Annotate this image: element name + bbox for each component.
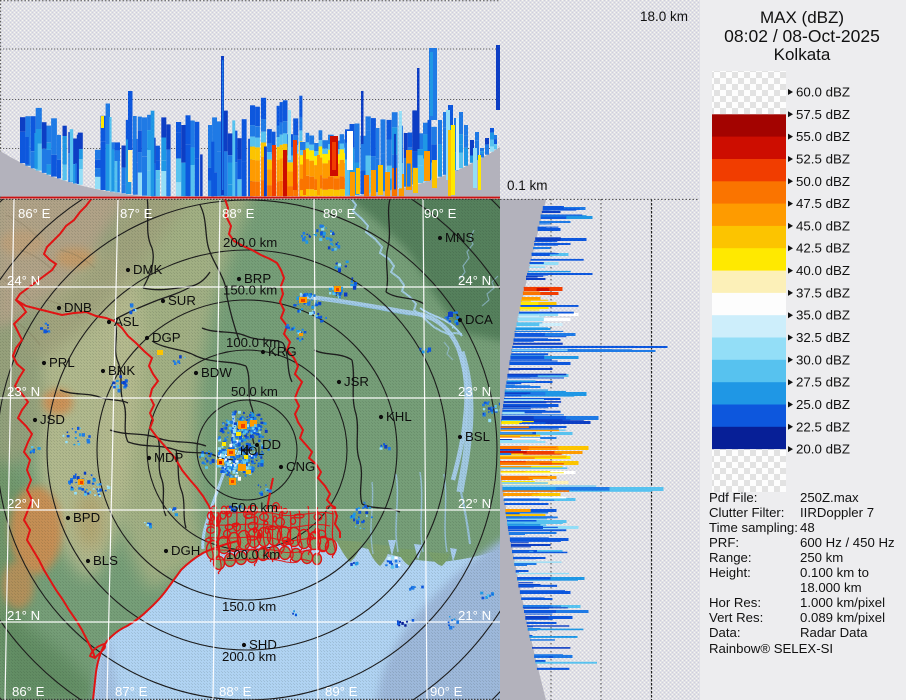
svg-text:45.0 dBZ: 45.0 dBZ — [796, 218, 850, 233]
svg-text:Range:: Range: — [709, 550, 752, 565]
svg-text:50.0 dBZ: 50.0 dBZ — [796, 174, 850, 189]
svg-text:0.100 km to: 0.100 km to — [800, 565, 869, 580]
svg-text:100.0 km: 100.0 km — [226, 547, 280, 562]
svg-text:0.1 km: 0.1 km — [507, 178, 548, 193]
svg-text:21° N: 21° N — [7, 608, 40, 623]
svg-text:SHD: SHD — [249, 637, 277, 652]
svg-text:200.0 km: 200.0 km — [223, 235, 277, 250]
svg-text:Radar Data: Radar Data — [800, 625, 868, 640]
svg-text:Height:: Height: — [709, 565, 751, 580]
svg-text:MNS: MNS — [445, 230, 475, 245]
svg-text:150.0 km: 150.0 km — [223, 283, 277, 298]
svg-text:DGH: DGH — [171, 543, 200, 558]
svg-text:KRG: KRG — [268, 344, 297, 359]
svg-text:BRP: BRP — [244, 271, 271, 286]
svg-text:250 km: 250 km — [800, 550, 843, 565]
svg-text:BNK: BNK — [108, 363, 135, 378]
svg-text:DNB: DNB — [64, 300, 92, 315]
svg-text:35.0 dBZ: 35.0 dBZ — [796, 308, 850, 323]
svg-text:18.000 km: 18.000 km — [800, 580, 862, 595]
svg-text:PRF:: PRF: — [709, 535, 739, 550]
svg-text:PRL: PRL — [49, 355, 75, 370]
svg-text:37.5 dBZ: 37.5 dBZ — [796, 285, 850, 300]
svg-text:CNG: CNG — [286, 459, 315, 474]
svg-text:40.0 dBZ: 40.0 dBZ — [796, 263, 850, 278]
svg-text:600 Hz / 450 Hz: 600 Hz / 450 Hz — [800, 535, 895, 550]
svg-text:Pdf File:: Pdf File: — [709, 490, 757, 505]
svg-text:60.0 dBZ: 60.0 dBZ — [796, 85, 850, 100]
svg-text:24° N: 24° N — [458, 273, 491, 288]
svg-text:23° N: 23° N — [7, 384, 40, 399]
svg-text:BDW: BDW — [201, 365, 232, 380]
svg-text:DGP: DGP — [152, 330, 181, 345]
svg-text:50.0 km: 50.0 km — [231, 384, 278, 399]
svg-text:25.0 dBZ: 25.0 dBZ — [796, 397, 850, 412]
svg-text:32.5 dBZ: 32.5 dBZ — [796, 330, 850, 345]
svg-text:MDP: MDP — [154, 450, 184, 465]
svg-text:86° E: 86° E — [18, 206, 51, 221]
svg-text:BSL: BSL — [465, 429, 490, 444]
svg-text:90° E: 90° E — [424, 206, 457, 221]
svg-text:0.089 km/pixel: 0.089 km/pixel — [800, 610, 885, 625]
svg-text:BLS: BLS — [93, 553, 118, 568]
svg-text:27.5 dBZ: 27.5 dBZ — [796, 375, 850, 390]
svg-text:20.0 dBZ: 20.0 dBZ — [796, 442, 850, 457]
svg-text:24° N: 24° N — [7, 273, 40, 288]
svg-text:JSR: JSR — [344, 374, 369, 389]
svg-text:08:02 / 08-Oct-2025: 08:02 / 08-Oct-2025 — [724, 26, 880, 46]
svg-text:90° E: 90° E — [430, 684, 463, 699]
svg-text:22° N: 22° N — [458, 496, 491, 511]
svg-text:Vert Res:: Vert Res: — [709, 610, 763, 625]
svg-text:57.5 dBZ: 57.5 dBZ — [796, 107, 850, 122]
svg-text:KOL: KOL — [240, 444, 264, 458]
svg-text:MAX (dBZ): MAX (dBZ) — [760, 8, 844, 27]
svg-text:47.5 dBZ: 47.5 dBZ — [796, 196, 850, 211]
svg-text:Clutter Filter:: Clutter Filter: — [709, 505, 784, 520]
svg-text:ASL: ASL — [114, 314, 139, 329]
svg-text:21° N: 21° N — [458, 608, 491, 623]
svg-text:BPD: BPD — [73, 510, 100, 525]
svg-text:200.0 km: 200.0 km — [222, 649, 276, 664]
svg-text:50.0 km: 50.0 km — [231, 500, 278, 515]
svg-text:87° E: 87° E — [115, 684, 148, 699]
svg-text:Time sampling:: Time sampling: — [709, 520, 798, 535]
svg-text:87° E: 87° E — [120, 206, 153, 221]
svg-text:Data:: Data: — [709, 625, 741, 640]
svg-text:52.5 dBZ: 52.5 dBZ — [796, 152, 850, 167]
svg-text:IIRDoppler 7: IIRDoppler 7 — [800, 505, 874, 520]
svg-text:150.0 km: 150.0 km — [222, 599, 276, 614]
svg-text:42.5 dBZ: 42.5 dBZ — [796, 241, 850, 256]
svg-text:Hor Res:: Hor Res: — [709, 595, 761, 610]
svg-text:Rainbow® SELEX-SI: Rainbow® SELEX-SI — [709, 641, 833, 656]
svg-text:DCA: DCA — [465, 312, 493, 327]
svg-text:88° E: 88° E — [222, 206, 255, 221]
svg-text:DD: DD — [262, 437, 281, 452]
svg-text:88° E: 88° E — [219, 684, 252, 699]
svg-text:22.5 dBZ: 22.5 dBZ — [796, 419, 850, 434]
svg-text:22° N: 22° N — [7, 496, 40, 511]
svg-text:18.0 km: 18.0 km — [640, 9, 688, 24]
svg-text:30.0 dBZ: 30.0 dBZ — [796, 352, 850, 367]
svg-text:1.000 km/pixel: 1.000 km/pixel — [800, 595, 885, 610]
svg-text:Kolkata: Kolkata — [774, 45, 831, 64]
svg-text:100.0 km: 100.0 km — [226, 335, 280, 350]
svg-text:JSD: JSD — [40, 412, 65, 427]
svg-text:SUR: SUR — [168, 293, 196, 308]
svg-text:89° E: 89° E — [325, 684, 358, 699]
svg-text:KHL: KHL — [386, 409, 412, 424]
svg-text:48: 48 — [800, 520, 815, 535]
svg-text:23° N: 23° N — [458, 384, 491, 399]
svg-text:55.0 dBZ: 55.0 dBZ — [796, 129, 850, 144]
svg-text:89° E: 89° E — [323, 206, 356, 221]
svg-text:DMK: DMK — [133, 262, 163, 277]
svg-text:86° E: 86° E — [12, 684, 45, 699]
svg-text:250Z.max: 250Z.max — [800, 490, 859, 505]
